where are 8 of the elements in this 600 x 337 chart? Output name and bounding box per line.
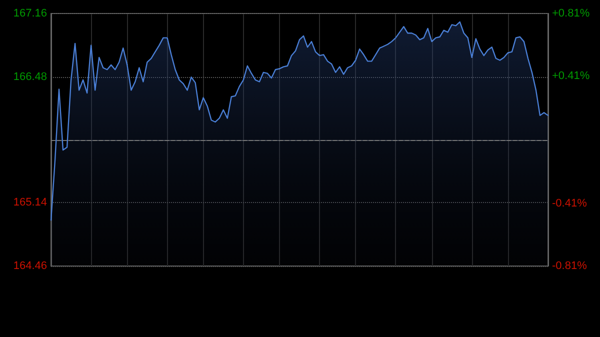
- y2-tick-label: +0.81%: [552, 8, 590, 20]
- y-tick-label: 167.16: [13, 8, 47, 20]
- y2-tick-label: -0.41%: [552, 198, 588, 210]
- y2-tick-label: +0.41%: [552, 70, 590, 82]
- y-tick-label: 166.48: [13, 71, 47, 84]
- y-tick-label: 164.46: [13, 260, 47, 272]
- y-tick-label: 165.14: [13, 196, 47, 208]
- y2-tick-label: -0.81%: [552, 260, 588, 272]
